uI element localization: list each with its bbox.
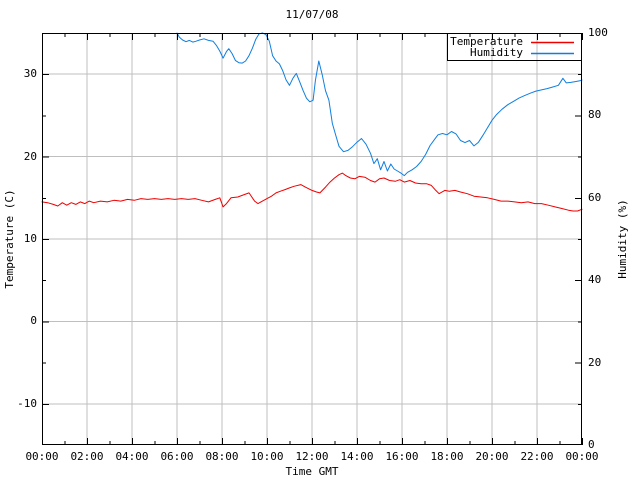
- temperature-series-line: [41, 172, 583, 212]
- y-right-tick-label: 40: [588, 273, 602, 287]
- x-tick-label: 20:00: [475, 450, 509, 463]
- x-tick-label: 04:00: [115, 450, 149, 463]
- y-left-tick-label: 10: [23, 232, 37, 245]
- x-tick-label: 16:00: [385, 450, 419, 463]
- x-tick-label: 02:00: [70, 450, 104, 463]
- y-left-tick-label: -10: [17, 396, 37, 410]
- y-right-tick-label: 20: [588, 355, 602, 369]
- x-tick-label: 10:00: [250, 450, 284, 463]
- legend-entry-humidity: Humidity: [470, 46, 523, 59]
- y-left-tick-label: 30: [23, 67, 37, 81]
- x-tick-label: 18:00: [430, 450, 464, 463]
- x-tick-label: 00:00: [565, 450, 599, 463]
- x-tick-label: 12:00: [295, 450, 329, 463]
- y-left-tick-label: 20: [23, 149, 37, 163]
- x-tick-label: 00:00: [25, 450, 59, 463]
- legend-box: [447, 33, 582, 61]
- y-left-tick-label: 0: [30, 314, 37, 328]
- legend-entry-temperature: Temperature: [450, 35, 523, 48]
- x-tick-label: 22:00: [520, 450, 554, 463]
- x-axis-title: Time GMT: [285, 465, 339, 478]
- y-right-tick-label: 80: [588, 108, 602, 122]
- x-tick-label: 06:00: [160, 450, 194, 463]
- y-right-tick-label: 0: [588, 438, 595, 451]
- humidity-series-line: [176, 32, 583, 177]
- x-tick-label: 14:00: [340, 450, 374, 463]
- x-tick-label: 08:00: [205, 450, 239, 463]
- y-right-tick-label: 100: [588, 26, 608, 39]
- chart-title: 11/07/08: [285, 8, 339, 21]
- y-right-tick-label: 60: [588, 190, 602, 204]
